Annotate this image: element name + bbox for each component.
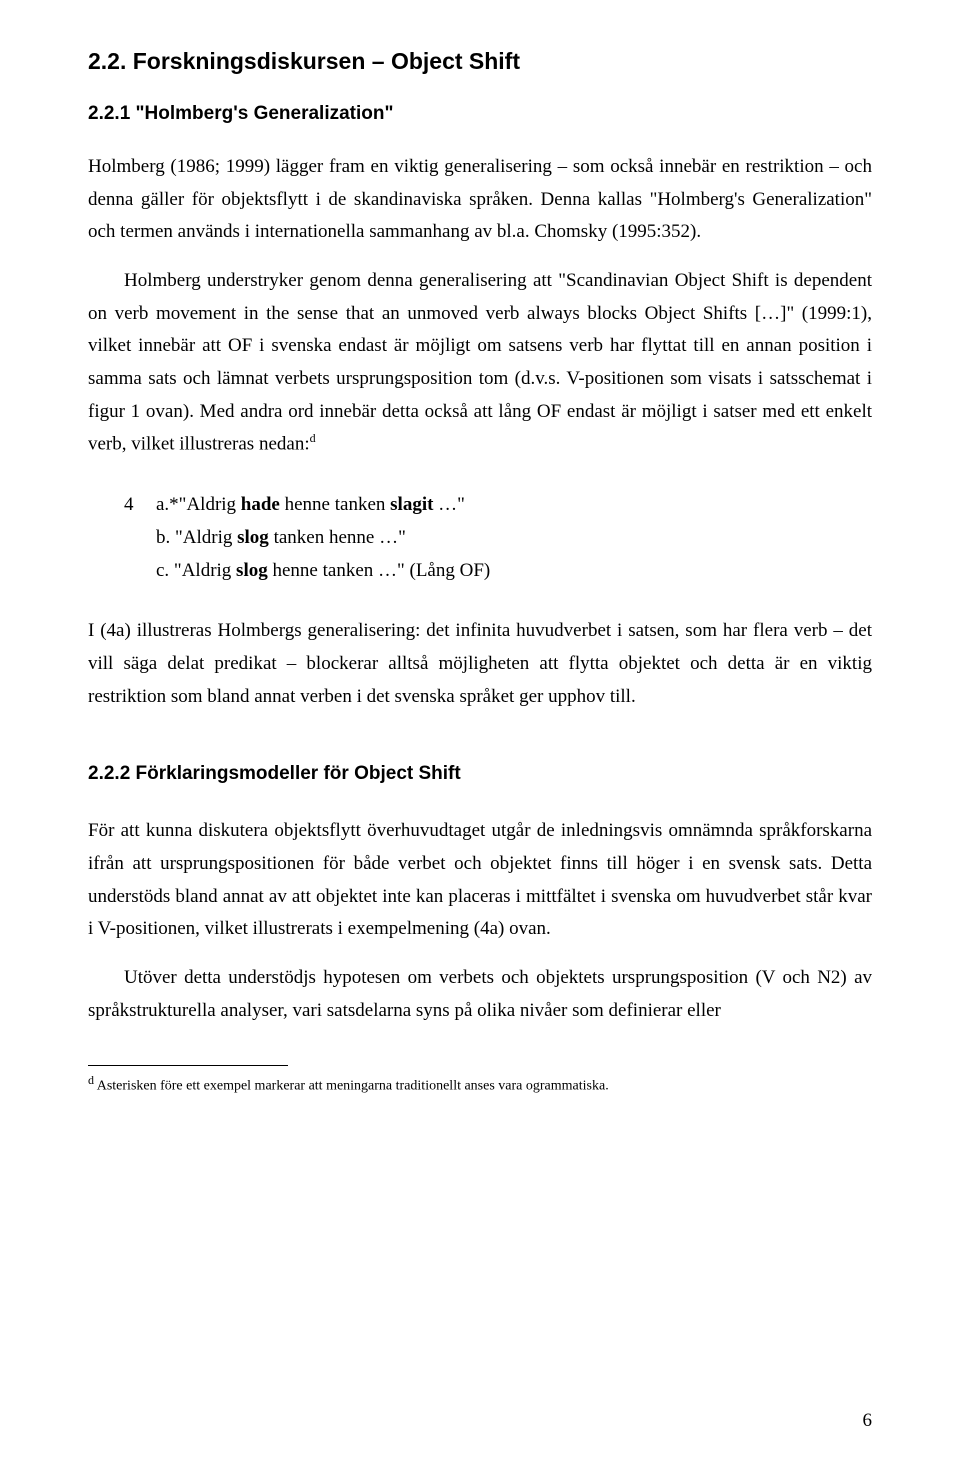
subsection-heading-2: 2.2.2 Förklaringsmodeller för Object Shi… bbox=[88, 763, 872, 785]
example-row-a: 4 a.*"Aldrig hade henne tanken slagit …" bbox=[124, 489, 872, 522]
paragraph-1: Holmberg (1986; 1999) lägger fram en vik… bbox=[88, 151, 872, 249]
example-c: c. "Aldrig slog henne tanken …" (Lång OF… bbox=[156, 555, 490, 588]
paragraph-5: Utöver detta understödjs hypotesen om ve… bbox=[88, 962, 872, 1027]
ex-a-mid: henne tanken bbox=[280, 494, 390, 515]
paragraph-5-text: Utöver detta understödjs hypotesen om ve… bbox=[88, 967, 872, 1021]
example-block: 4 a.*"Aldrig hade henne tanken slagit …"… bbox=[124, 489, 872, 587]
example-a: a.*"Aldrig hade henne tanken slagit …" bbox=[156, 489, 465, 522]
ex-a-post: …" bbox=[433, 494, 465, 515]
example-row-b: b. "Aldrig slog tanken henne …" bbox=[124, 522, 872, 555]
page-number: 6 bbox=[863, 1410, 873, 1432]
example-number: 4 bbox=[124, 489, 156, 522]
footnote: d Asterisken före ett exempel markerar a… bbox=[88, 1072, 872, 1096]
footnote-text: Asterisken före ett exempel markerar att… bbox=[94, 1079, 609, 1094]
page: 2.2. Forskningsdiskursen – Object Shift … bbox=[0, 0, 960, 1464]
ex-b-verb: slog bbox=[237, 527, 269, 548]
paragraph-4: För att kunna diskutera objektsflytt öve… bbox=[88, 815, 872, 946]
ex-b-post: tanken henne …" bbox=[269, 527, 406, 548]
paragraph-2: Holmberg understryker genom denna genera… bbox=[88, 265, 872, 461]
ex-a-verb1: hade bbox=[241, 494, 280, 515]
paragraph-3: I (4a) illustreras Holmbergs generaliser… bbox=[88, 615, 872, 713]
subsection-heading-1: 2.2.1 "Holmberg's Generalization" bbox=[88, 103, 872, 125]
footnote-separator bbox=[88, 1065, 288, 1066]
section-heading: 2.2. Forskningsdiskursen – Object Shift bbox=[88, 48, 872, 75]
ex-c-post: henne tanken …" (Lång OF) bbox=[268, 560, 491, 581]
paragraph-2-text: Holmberg understryker genom denna genera… bbox=[88, 270, 872, 455]
ex-c-verb: slog bbox=[236, 560, 268, 581]
ex-a-verb2: slagit bbox=[390, 494, 433, 515]
superscript-d: d bbox=[310, 431, 316, 445]
example-row-c: c. "Aldrig slog henne tanken …" (Lång OF… bbox=[124, 555, 872, 588]
ex-b-pre: b. "Aldrig bbox=[156, 527, 237, 548]
example-b: b. "Aldrig slog tanken henne …" bbox=[156, 522, 406, 555]
ex-c-pre: c. "Aldrig bbox=[156, 560, 236, 581]
ex-a-pre: a.*"Aldrig bbox=[156, 494, 241, 515]
